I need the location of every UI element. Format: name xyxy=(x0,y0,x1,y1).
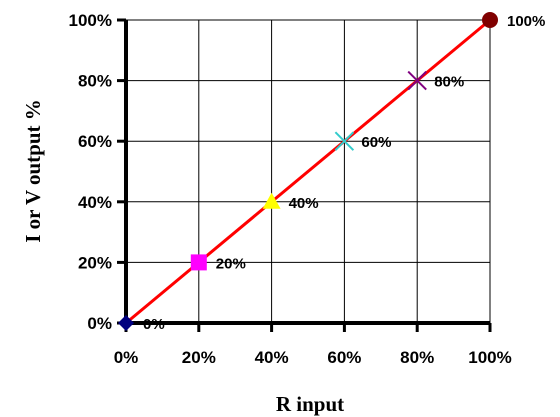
y-tick-label: 20% xyxy=(78,253,112,272)
x-tick-label: 60% xyxy=(327,348,361,367)
data-label: 40% xyxy=(289,195,319,212)
data-label: 100% xyxy=(507,13,545,30)
y-tick-label: 100% xyxy=(69,11,112,30)
data-point-x-stroke xyxy=(334,131,355,151)
x-axis-label: R input xyxy=(276,392,344,416)
gridlines xyxy=(126,19,491,323)
data-label: 0% xyxy=(143,316,165,333)
x-tick-label: 20% xyxy=(182,348,216,367)
x-tick-label: 100% xyxy=(468,348,511,367)
data-point-x-stroke xyxy=(407,70,427,91)
series xyxy=(118,12,498,331)
data-label: 60% xyxy=(361,134,391,151)
y-tick-labels: 0% 20% 40% 60% 80% 100% xyxy=(69,11,112,333)
x-tick-label: 0% xyxy=(114,348,139,367)
data-label: 20% xyxy=(216,255,246,272)
data-point-diamond xyxy=(118,315,134,331)
y-tick-label: 80% xyxy=(78,72,112,91)
x-tick-label: 40% xyxy=(255,348,289,367)
y-axis-label: I or V output % xyxy=(21,99,45,243)
data-labels: 0% 20% 40% 60% 80% 100% xyxy=(143,13,545,333)
data-point-square xyxy=(190,254,207,271)
y-tick-label: 60% xyxy=(78,132,112,151)
x-tick-label: 80% xyxy=(400,348,434,367)
x-tick-labels: 0% 20% 40% 60% 80% 100% xyxy=(114,348,512,367)
data-point-x xyxy=(334,131,355,151)
y-tick-label: 40% xyxy=(78,193,112,212)
y-tick-label: 0% xyxy=(87,314,112,333)
data-label: 80% xyxy=(434,74,464,91)
data-point-circle xyxy=(482,12,498,28)
data-point-x xyxy=(407,70,427,91)
trend-line xyxy=(125,18,491,325)
data-point-triangle xyxy=(262,192,281,209)
